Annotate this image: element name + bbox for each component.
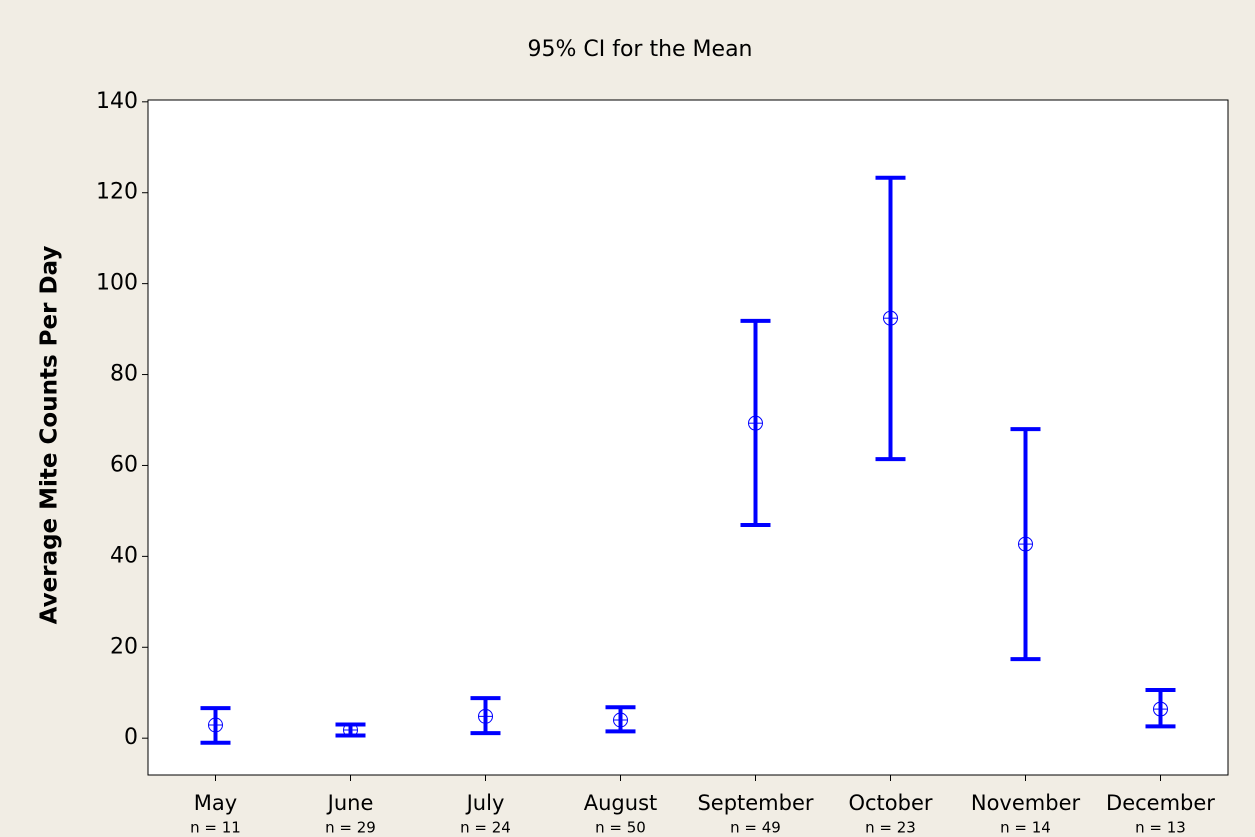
n-label: n = 14 xyxy=(1000,819,1051,837)
x-tick-label: June xyxy=(326,791,374,815)
x-tick-label: October xyxy=(848,791,932,815)
mean-symbol xyxy=(1153,701,1168,717)
y-tick-label: 20 xyxy=(110,634,138,659)
x-tick-label: November xyxy=(971,791,1081,815)
n-label: n = 24 xyxy=(460,819,511,837)
y-axis-label: Average Mite Counts Per Day xyxy=(37,246,63,625)
x-tick-label: May xyxy=(194,791,237,815)
n-label: n = 13 xyxy=(1135,819,1186,837)
y-tick-label: 140 xyxy=(96,89,138,114)
y-tick-label: 60 xyxy=(110,452,138,477)
n-label: n = 49 xyxy=(730,819,781,837)
y-tick-label: 80 xyxy=(110,362,138,387)
n-label: n = 23 xyxy=(865,819,916,837)
x-tick-label: September xyxy=(697,791,813,815)
mean-symbol xyxy=(478,708,493,724)
mean-symbol xyxy=(343,722,358,738)
n-label: n = 29 xyxy=(325,819,376,837)
mean-symbol xyxy=(1018,536,1033,552)
mean-symbol xyxy=(613,712,628,728)
mean-symbol xyxy=(748,415,763,431)
y-tick-label: 0 xyxy=(124,725,138,750)
x-tick-label: December xyxy=(1106,791,1215,815)
plot-area xyxy=(147,99,1229,776)
x-tick-label: July xyxy=(465,791,505,815)
mean-symbol xyxy=(208,717,223,733)
mean-symbol xyxy=(883,310,898,326)
n-label: n = 11 xyxy=(190,819,241,837)
y-tick-label: 40 xyxy=(110,543,138,568)
chart-title: 95% CI for the Mean xyxy=(527,37,752,62)
x-tick-label: August xyxy=(584,791,658,815)
y-tick-label: 100 xyxy=(96,271,138,296)
n-label: n = 50 xyxy=(595,819,646,837)
y-tick-label: 120 xyxy=(96,180,138,205)
